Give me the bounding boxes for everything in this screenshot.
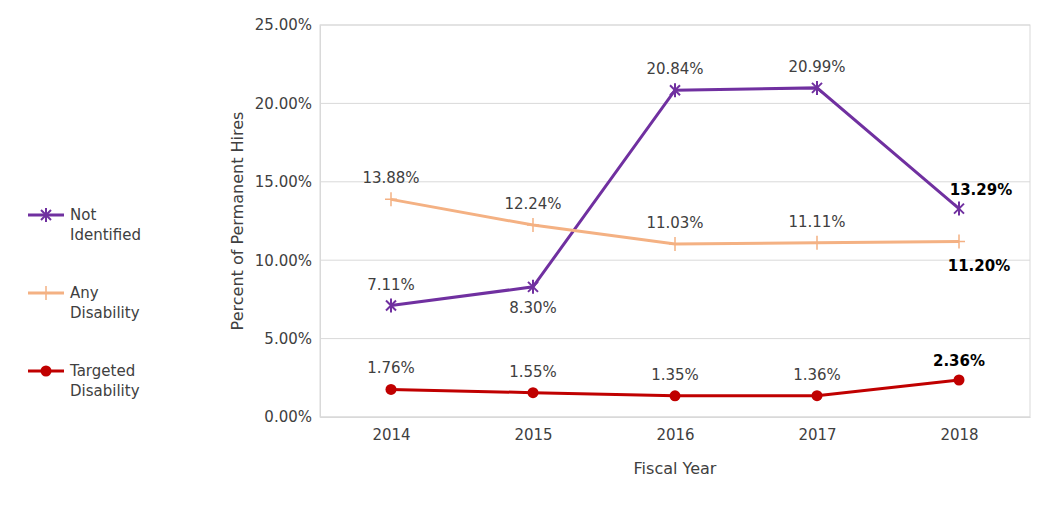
- legend: NotIdentified AnyDisability TargetedDisabi…: [28, 206, 141, 400]
- point-marker: [812, 81, 822, 95]
- data-label: 1.36%: [793, 366, 841, 384]
- point-marker: [528, 280, 538, 294]
- point-marker: [386, 299, 396, 313]
- data-label: 8.30%: [509, 299, 557, 317]
- legend-label: TargetedDisability: [69, 362, 140, 400]
- point-marker: [954, 202, 964, 216]
- x-tick-label: 2015: [514, 426, 552, 444]
- y-tick: 20.00%: [255, 95, 312, 113]
- data-label: 13.88%: [362, 169, 419, 187]
- chart-container: 0.00%5.00%10.00%15.00%20.00%25.00%201420…: [0, 0, 1050, 507]
- data-label: 1.76%: [367, 359, 415, 377]
- y-tick: 25.00%: [255, 16, 312, 34]
- x-axis-title: Fiscal Year: [634, 459, 717, 478]
- point-marker: [812, 390, 823, 401]
- data-label: 13.29%: [950, 181, 1012, 199]
- y-tick-label: 15.00%: [255, 173, 312, 191]
- point-marker: [386, 384, 397, 395]
- y-axis: 0.00% 5.00% 10.00% 15.00% 20.00% 25.00%: [255, 16, 321, 426]
- legend-marker: [41, 208, 51, 222]
- data-labels: 7.11% 8.30% 20.84% 20.99% 13.29% 13.88% 12.24%…: [362, 58, 1012, 384]
- grid: [320, 25, 1030, 417]
- point-marker: [670, 83, 680, 97]
- data-label: 11.11%: [788, 213, 845, 231]
- point-marker: [527, 218, 539, 232]
- grid-line: [320, 260, 1030, 261]
- y-tick-label: 0.00%: [264, 408, 312, 426]
- point-marker: [811, 236, 823, 250]
- data-label: 1.55%: [509, 363, 557, 381]
- legend-marker: [41, 366, 52, 377]
- x-tick-label: 2017: [798, 426, 836, 444]
- legend-label: NotIdentified: [70, 206, 141, 244]
- plot-frame: [320, 25, 1030, 417]
- series-line: [391, 88, 959, 306]
- data-label: 11.03%: [646, 214, 703, 232]
- y-tick: 0.00%: [264, 408, 312, 426]
- chart: 0.00%5.00%10.00%15.00%20.00%25.00%201420…: [0, 0, 1050, 507]
- data-label: 7.11%: [367, 276, 415, 294]
- y-tick: 5.00%: [264, 330, 312, 348]
- legend-entry: NotIdentified: [28, 206, 141, 244]
- legend-marker: [40, 286, 52, 300]
- y-tick: 10.00%: [255, 252, 312, 270]
- grid-line: [320, 181, 1030, 182]
- point-marker: [669, 237, 681, 251]
- y-tick-label: 25.00%: [255, 16, 312, 34]
- legend-entry: AnyDisability: [28, 284, 140, 322]
- data-label: 1.35%: [651, 366, 699, 384]
- y-axis-title: Percent of Permanent Hires: [228, 112, 247, 331]
- x-axis-line: [321, 417, 1031, 418]
- point-marker: [670, 390, 681, 401]
- x-tick: 2018: [940, 426, 978, 444]
- data-label: 11.20%: [948, 257, 1010, 275]
- point-marker: [528, 387, 539, 398]
- data-label: 12.24%: [504, 195, 561, 213]
- x-axis: 2014 2015 2016 2017 2018: [321, 418, 1031, 444]
- data-label: 20.84%: [646, 60, 703, 78]
- legend-entry: TargetedDisability: [28, 362, 140, 400]
- point-marker: [385, 192, 397, 206]
- legend-label: AnyDisability: [70, 284, 140, 322]
- point-marker: [953, 234, 965, 248]
- data-label: 20.99%: [788, 58, 845, 76]
- x-tick: 2016: [656, 426, 694, 444]
- x-tick: 2017: [798, 426, 836, 444]
- x-tick-label: 2018: [940, 426, 978, 444]
- x-tick-label: 2014: [372, 426, 410, 444]
- data-label: 2.36%: [933, 352, 985, 370]
- grid-line: [320, 103, 1030, 104]
- plot-area: [385, 81, 965, 401]
- y-tick-label: 5.00%: [264, 330, 312, 348]
- point-marker: [954, 374, 965, 385]
- x-tick-label: 2016: [656, 426, 694, 444]
- x-tick: 2014: [372, 426, 410, 444]
- x-tick: 2015: [514, 426, 552, 444]
- grid-line: [320, 338, 1030, 339]
- y-tick: 15.00%: [255, 173, 312, 191]
- y-tick-label: 10.00%: [255, 252, 312, 270]
- y-tick-label: 20.00%: [255, 95, 312, 113]
- y-axis-line: [320, 26, 321, 418]
